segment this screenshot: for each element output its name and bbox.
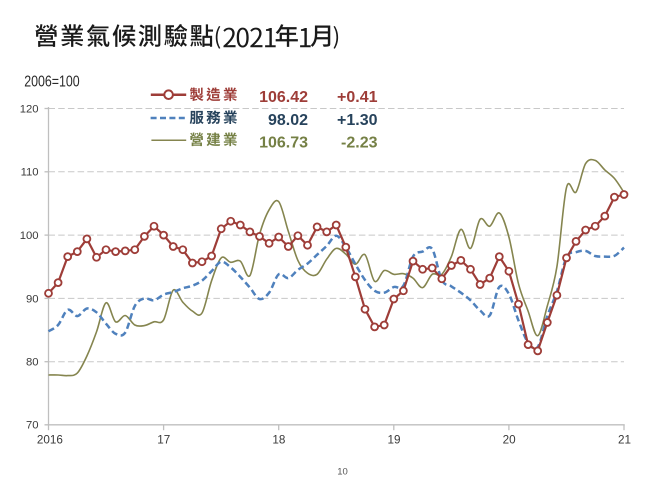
svg-text:80: 80 (26, 357, 39, 369)
svg-text:2006=100: 2006=100 (24, 73, 80, 90)
svg-text:70: 70 (26, 420, 39, 432)
svg-text:110: 110 (21, 167, 39, 179)
svg-text:2016: 2016 (37, 433, 63, 446)
svg-text:18: 18 (272, 433, 285, 446)
svg-text:+1.30: +1.30 (337, 112, 378, 129)
svg-text:106.42: 106.42 (259, 89, 308, 106)
svg-text:10: 10 (337, 466, 348, 477)
svg-text:120: 120 (20, 103, 39, 115)
svg-text:20: 20 (503, 433, 517, 446)
svg-text:100: 100 (20, 230, 39, 242)
svg-text:106.73: 106.73 (259, 134, 308, 151)
svg-text:90: 90 (26, 293, 39, 305)
svg-text:+0.41: +0.41 (337, 89, 378, 106)
svg-text:-2.23: -2.23 (341, 134, 378, 151)
svg-text:17: 17 (157, 433, 170, 446)
svg-text:21: 21 (618, 433, 631, 446)
svg-text:19: 19 (387, 433, 400, 446)
svg-text:98.02: 98.02 (268, 112, 308, 129)
